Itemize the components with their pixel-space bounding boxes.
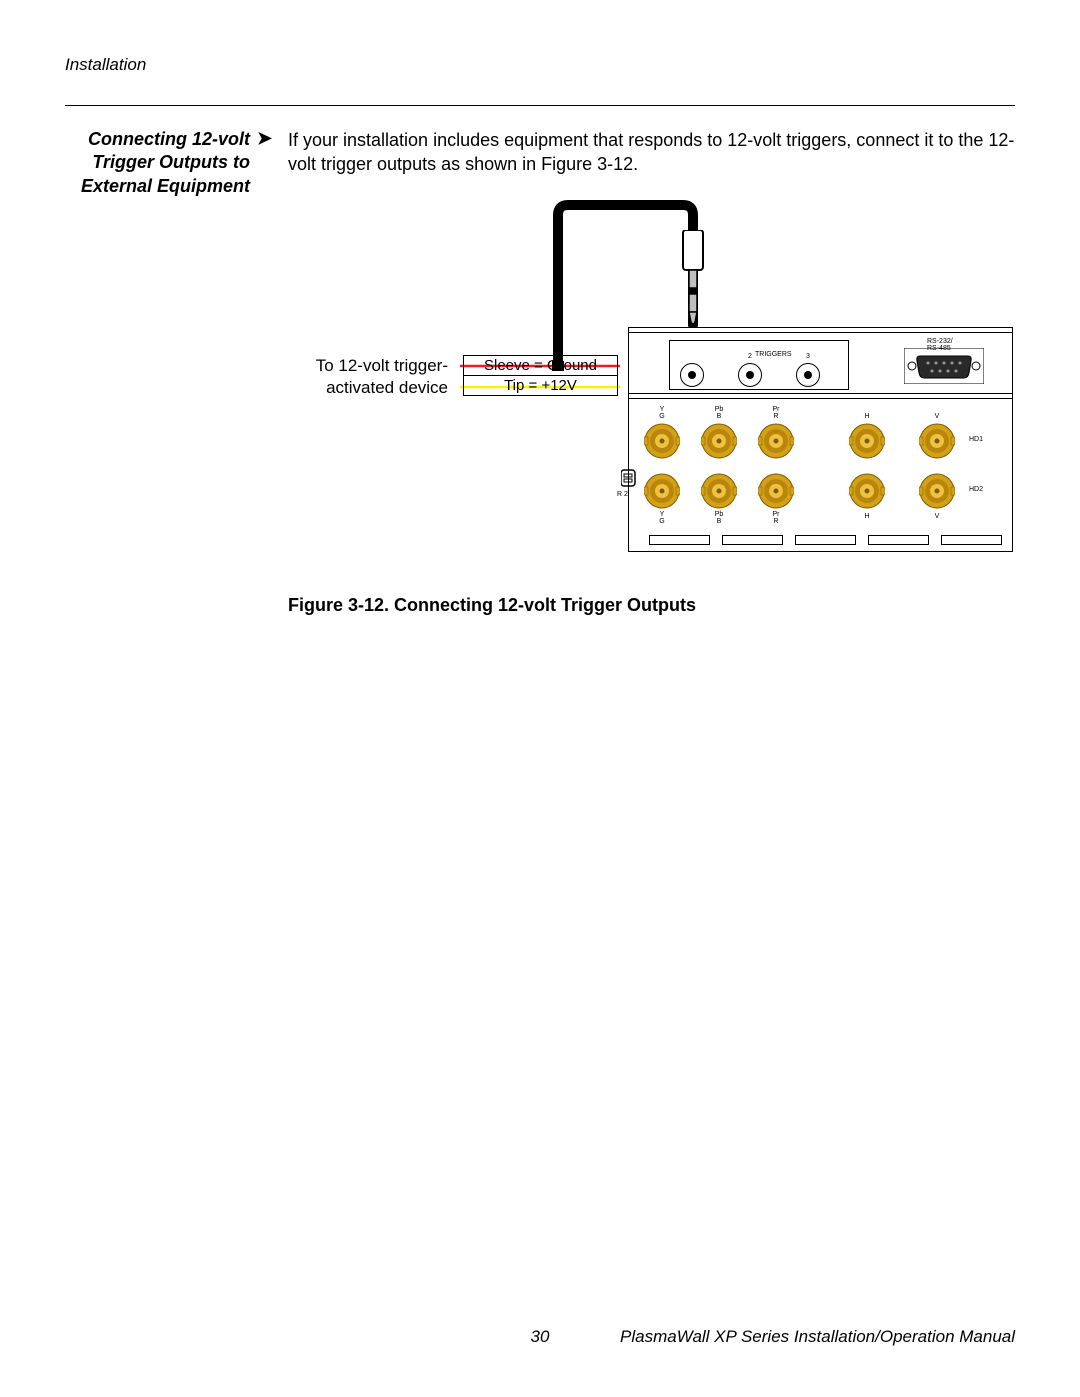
trigger-jack-2 <box>738 363 762 387</box>
figure-caption: Figure 3-12. Connecting 12-volt Trigger … <box>288 595 696 616</box>
bnc-label: PrR <box>764 511 788 525</box>
trigger-num-2: 2 <box>745 353 755 360</box>
db9-port-icon <box>904 348 984 384</box>
hd2-label: HD2 <box>969 486 983 493</box>
bnc-connector <box>849 423 885 459</box>
bnc-label: YG <box>650 406 674 420</box>
slot <box>795 535 856 545</box>
bnc-connector <box>644 423 680 459</box>
triggers-box: TRIGGERS 2 3 <box>669 340 849 390</box>
rear-panel: TRIGGERS 2 3 RS-232/ RS-485 YG PbB <box>628 327 1013 552</box>
triggers-label: TRIGGERS <box>755 351 792 358</box>
bnc-label: V <box>925 513 949 520</box>
bnc-label: PrR <box>764 406 788 420</box>
trigger-jack-3 <box>796 363 820 387</box>
bnc-connector <box>919 423 955 459</box>
arrow-icon: ➤ <box>257 128 272 149</box>
wire-labels: Sleeve = Ground Tip = +12V <box>463 355 618 396</box>
slot <box>722 535 783 545</box>
sleeve-label: Sleeve = Ground <box>463 355 618 376</box>
slot <box>941 535 1002 545</box>
bnc-connector <box>701 423 737 459</box>
header-rule <box>65 105 1015 106</box>
body-paragraph: If your installation includes equipment … <box>288 128 1015 177</box>
slot <box>868 535 929 545</box>
bnc-connector <box>758 423 794 459</box>
bnc-label: V <box>925 413 949 420</box>
port-icon <box>621 468 641 488</box>
r2-label: R 2 <box>617 491 628 498</box>
bnc-label: PbB <box>707 511 731 525</box>
bottom-slots <box>649 535 1002 547</box>
sidebar-heading: Connecting 12-volt Trigger Outputs to Ex… <box>40 128 250 198</box>
slot <box>649 535 710 545</box>
bnc-connector <box>919 473 955 509</box>
bnc-connector <box>849 473 885 509</box>
figure-diagram: To 12-volt trigger-activated device Slee… <box>288 195 1013 560</box>
bnc-connector <box>758 473 794 509</box>
bnc-label: YG <box>650 511 674 525</box>
bnc-connector <box>644 473 680 509</box>
bnc-connector <box>701 473 737 509</box>
bnc-label: H <box>855 513 879 520</box>
hd1-label: HD1 <box>969 436 983 443</box>
tip-label: Tip = +12V <box>463 376 618 396</box>
bnc-label: H <box>855 413 879 420</box>
page-header: Installation <box>65 55 146 75</box>
trigger-num-3: 3 <box>803 353 813 360</box>
footer-manual-title: PlasmaWall XP Series Installation/Operat… <box>620 1327 1015 1347</box>
trigger-jack-1 <box>680 363 704 387</box>
plug-icon <box>680 230 706 330</box>
device-label: To 12-volt trigger-activated device <box>288 355 448 399</box>
bnc-label: PbB <box>707 406 731 420</box>
